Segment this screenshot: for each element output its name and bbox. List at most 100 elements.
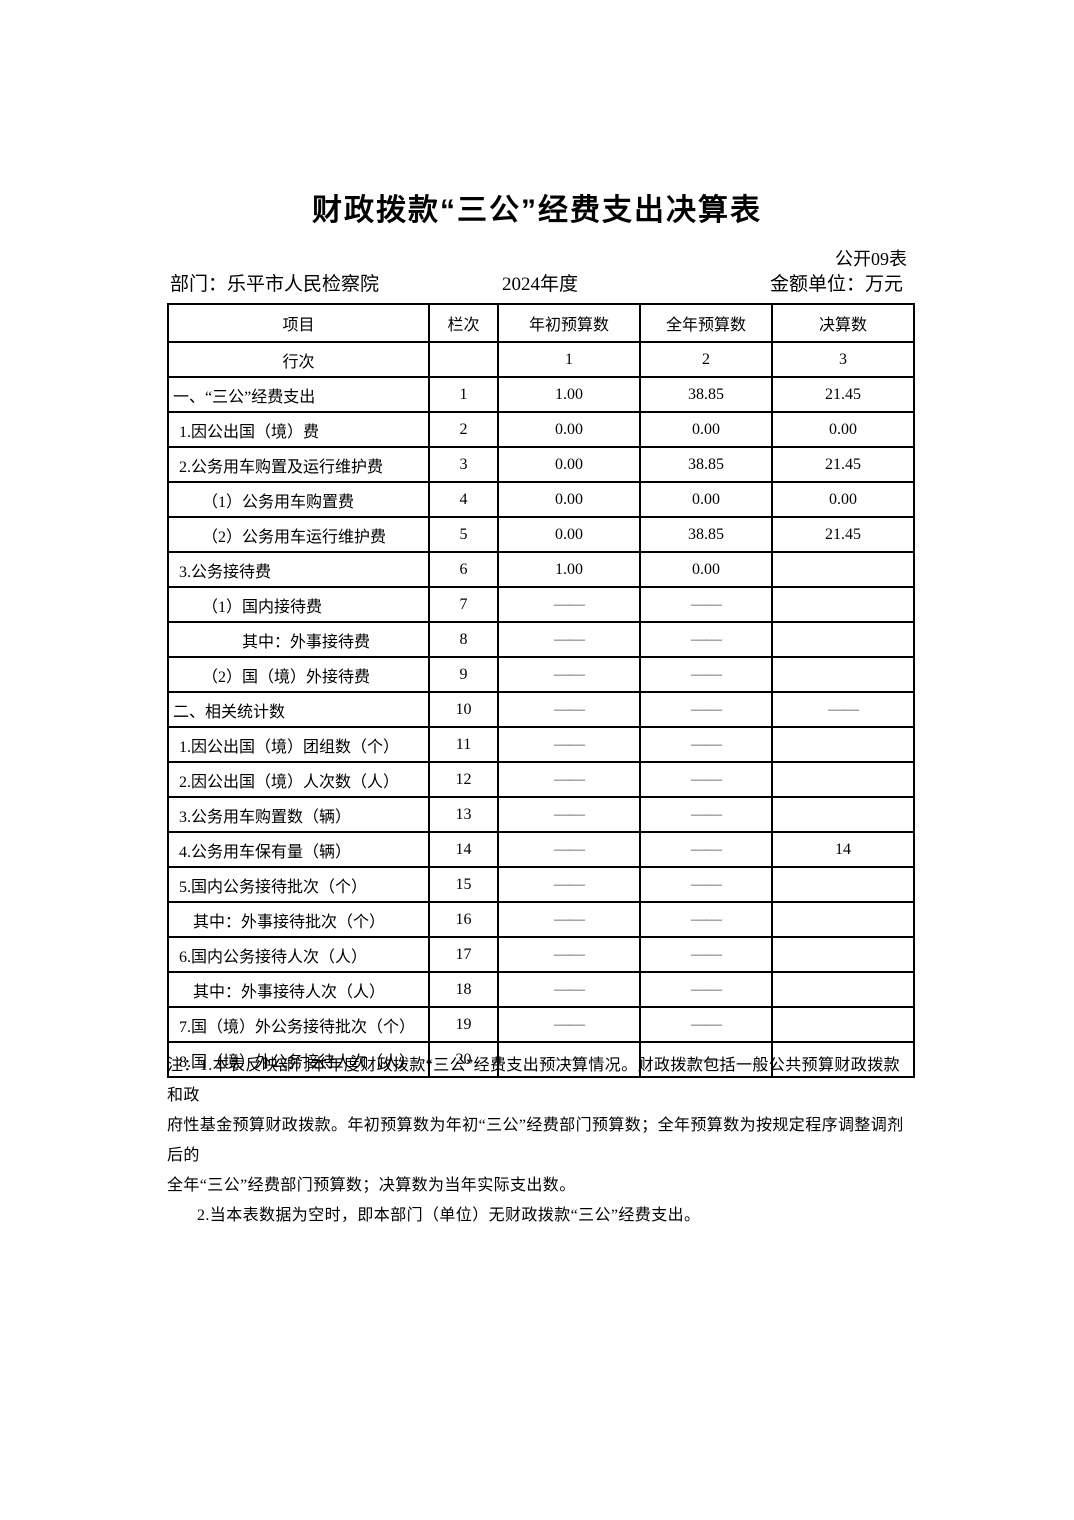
cell-line-no: 8 [428,621,499,658]
cell-initial-budget: —— [497,726,641,763]
cell-initial-budget: 0.00 [497,446,641,483]
cell-initial-budget: —— [497,656,641,693]
cell-final-account: 21.45 [771,446,915,483]
cell-line-no: 1 [428,376,499,413]
table-row: 6.国内公务接待人次（人） 17 —— —— [167,936,915,973]
cell-final-account [771,726,915,763]
cell-line-no: 3 [428,446,499,483]
cell-item: 7.国（境）外公务接待批次（个） [167,1006,430,1043]
note-line: 2.当本表数据为空时，即本部门（单位）无财政拨款“三公”经费支出。 [197,1207,701,1224]
cell-annual-budget: —— [639,936,773,973]
cell-initial-budget: 0.00 [497,411,641,448]
cell-line-no: 17 [428,936,499,973]
cell-initial-budget: —— [497,761,641,798]
cell-item: 1.因公出国（境）团组数（个） [167,726,430,763]
cell-item: 3.公务接待费 [167,551,430,588]
table-row: 二、相关统计数 10 —— —— —— [167,691,915,728]
cell-final-account [771,761,915,798]
cell-annual-budget: —— [639,1006,773,1043]
cell-line-no: 20 [428,1041,499,1078]
notes-block: 注：1.本表反映部门本年度财政拨款“三公”经费支出预决算情况。财政拨款包括一般公… [167,1051,915,1231]
cell-initial-budget: —— [497,866,641,903]
cell-item: 2.因公出国（境）人次数（人） [167,761,430,798]
cell-initial-budget: —— [497,901,641,938]
cell-annual-budget: —— [639,726,773,763]
cell-annual-budget: 0.00 [639,411,773,448]
col-header-item: 项目 [167,303,430,343]
table-subheader-row: 行次 1 2 3 [167,341,915,378]
cell-final-account [771,866,915,903]
cell-line-no: 5 [428,516,499,553]
cell-line-no: 11 [428,726,499,763]
cell-initial-budget: —— [497,586,641,623]
cell-annual-budget: —— [639,761,773,798]
expense-table: 项目 栏次 年初预算数 全年预算数 决算数 行次 1 2 3 一、“三公”经费支… [167,303,915,1078]
cell-initial-budget: —— [497,796,641,833]
cell-final-account: 0.00 [771,481,915,518]
cell-item: 其中：外事接待人次（人） [167,971,430,1008]
cell-line-no: 7 [428,586,499,623]
table-row: 2.公务用车购置及运行维护费 3 0.00 38.85 21.45 [167,446,915,483]
cell-initial-budget: 0.00 [497,516,641,553]
table-body: 一、“三公”经费支出 1 1.00 38.85 21.45 1.因公出国（境）费 2 0.00… [167,376,915,1078]
fiscal-year-label: 2024年度 [501,274,579,295]
cell-line-no: 2 [428,411,499,448]
table-header-row: 项目 栏次 年初预算数 全年预算数 决算数 [167,303,915,343]
form-code-label: 公开09表 [835,249,907,269]
cell-item: 一、“三公”经费支出 [167,376,430,413]
table-row: （1）公务用车购置费 4 0.00 0.00 0.00 [167,481,915,518]
col-header-final-account: 决算数 [771,303,915,343]
cell-item: （1）公务用车购置费 [167,481,430,518]
cell-final-account [771,1006,915,1043]
cell-line-no: 16 [428,901,499,938]
subheader-col-3: 3 [771,341,915,378]
cell-final-account: 21.45 [771,516,915,553]
cell-initial-budget: —— [497,831,641,868]
cell-initial-budget: 1.00 [497,551,641,588]
table-row: 3.公务接待费 6 1.00 0.00 [167,551,915,588]
meta-row: 部门：乐平市人民检察院 2024年度 金额单位：万元 [167,273,913,299]
cell-item: 其中：外事接待批次（个） [167,901,430,938]
cell-item: 2.公务用车购置及运行维护费 [167,446,430,483]
col-header-column-no: 栏次 [428,303,499,343]
cell-line-no: 19 [428,1006,499,1043]
note-line: 府性基金预算财政拨款。年初预算数为年初“三公”经费部门预算数；全年预算数为按规定… [167,1117,904,1164]
cell-initial-budget: —— [497,1006,641,1043]
cell-item: 6.国内公务接待人次（人） [167,936,430,973]
table-row: 2.因公出国（境）人次数（人） 12 —— —— [167,761,915,798]
table-row: （1）国内接待费 7 —— —— [167,586,915,623]
page-title: 财政拨款“三公”经费支出决算表 [312,194,762,227]
cell-item: 二、相关统计数 [167,691,430,728]
cell-final-account [771,936,915,973]
cell-annual-budget: 38.85 [639,446,773,483]
cell-final-account [771,621,915,658]
col-header-annual-budget: 全年预算数 [639,303,773,343]
cell-annual-budget: 0.00 [639,481,773,518]
cell-final-account [771,901,915,938]
cell-item: 5.国内公务接待批次（个） [167,866,430,903]
cell-annual-budget: 0.00 [639,551,773,588]
cell-final-account: 14 [771,831,915,868]
cell-line-no: 4 [428,481,499,518]
note-line: 全年“三公”经费部门预算数；决算数为当年实际支出数。 [167,1177,576,1194]
cell-annual-budget: —— [639,1041,773,1078]
subheader-blank [428,341,499,378]
cell-initial-budget: 1.00 [497,376,641,413]
cell-line-no: 18 [428,971,499,1008]
cell-item: 8.国（境）外公务接待人次（人） [167,1041,430,1078]
note-line: 注：1.本表反映部门本年度财政拨款“三公”经费支出预决算情况。财政拨款包括一般公… [167,1057,901,1104]
col-header-initial-budget: 年初预算数 [497,303,641,343]
cell-initial-budget: —— [497,621,641,658]
cell-initial-budget: 0.00 [497,481,641,518]
cell-final-account [771,551,915,588]
table-row: （2）公务用车运行维护费 5 0.00 38.85 21.45 [167,516,915,553]
subheader-col-1: 1 [497,341,641,378]
cell-item: 1.因公出国（境）费 [167,411,430,448]
table-row: 3.公务用车购置数（辆） 13 —— —— [167,796,915,833]
subheader-line-label: 行次 [167,341,430,378]
cell-item: 其中：外事接待费 [167,621,430,658]
amount-unit-label: 金额单位：万元 [769,274,903,295]
subheader-col-2: 2 [639,341,773,378]
cell-item: （1）国内接待费 [167,586,430,623]
